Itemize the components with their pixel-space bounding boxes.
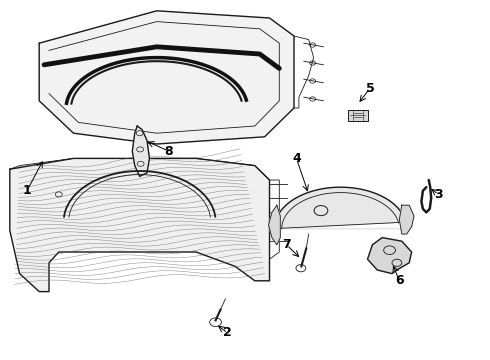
Polygon shape (10, 158, 270, 292)
Text: 6: 6 (395, 274, 404, 287)
Polygon shape (132, 126, 149, 176)
Text: 3: 3 (434, 188, 443, 201)
Polygon shape (368, 238, 412, 274)
Polygon shape (39, 11, 294, 144)
Polygon shape (274, 187, 406, 229)
Text: 7: 7 (282, 238, 291, 251)
Polygon shape (269, 205, 280, 245)
Text: 8: 8 (165, 145, 173, 158)
Text: 5: 5 (366, 82, 374, 95)
Text: 1: 1 (23, 184, 31, 197)
Polygon shape (399, 205, 414, 234)
Text: 4: 4 (292, 152, 301, 165)
Text: 2: 2 (223, 327, 232, 339)
Bar (348, 110, 368, 121)
